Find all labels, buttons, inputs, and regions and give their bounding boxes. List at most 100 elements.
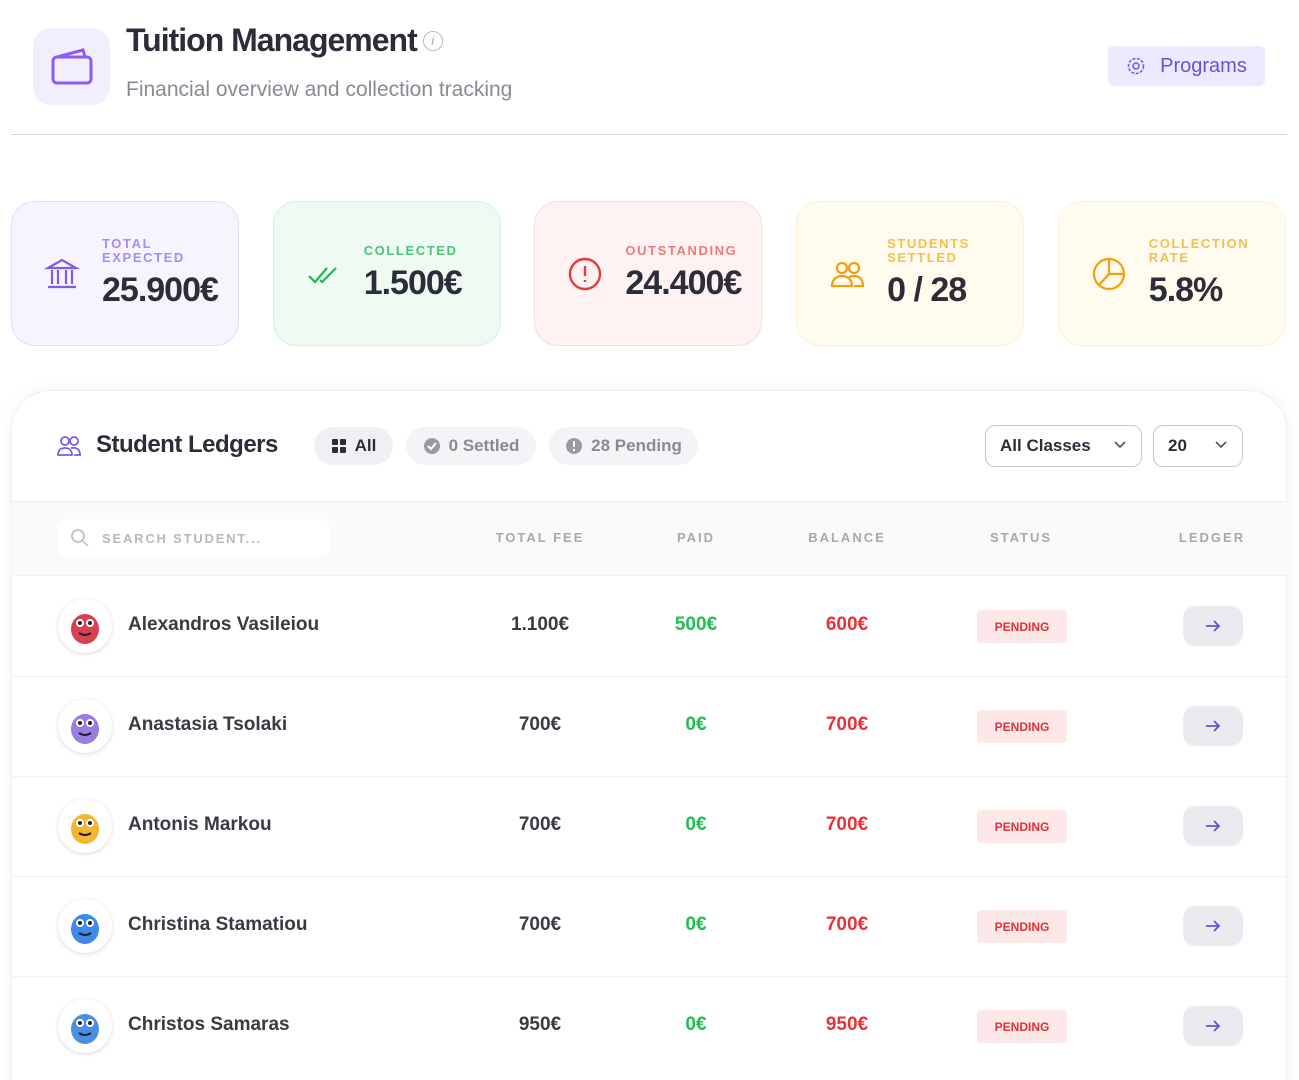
student-avatar	[58, 599, 112, 653]
student-name: Christos Samaras	[128, 1014, 290, 1035]
filter-label: 28 Pending	[591, 436, 682, 455]
cell-balance: 600€	[825, 614, 869, 635]
status-label: PENDING	[994, 1019, 1050, 1034]
student-avatar	[58, 999, 112, 1053]
student-avatar	[58, 699, 112, 753]
chevron	[1113, 437, 1127, 455]
status-badge: PENDING	[977, 910, 1067, 943]
student-name: Anastasia Tsolaki	[128, 714, 288, 735]
cell-paid: 0€	[685, 1014, 707, 1035]
programs-button[interactable]: Programs	[1108, 46, 1265, 86]
cell-total-fee: 700€	[518, 714, 562, 735]
stat-icon	[827, 256, 867, 292]
stat-label: OUTSTANDING	[625, 243, 738, 258]
select-dropdown[interactable]: 20	[1153, 425, 1243, 467]
row-divider	[12, 676, 1288, 677]
stat-card: COLLECTION RATE 5.8%	[1057, 201, 1286, 346]
status-label: PENDING	[994, 919, 1050, 934]
ledger-title: Student Ledgers	[96, 431, 278, 458]
stat-text: COLLECTION RATE 5.8%	[1149, 237, 1254, 310]
header-icon	[33, 28, 110, 105]
stat-icon	[304, 256, 344, 292]
row-divider	[12, 976, 1288, 977]
stat-card: TOTAL EXPECTED 25.900€	[11, 201, 239, 346]
status-label: PENDING	[994, 619, 1050, 634]
select-value: All Classes	[1000, 436, 1091, 455]
ledger-button[interactable]	[1183, 1006, 1243, 1046]
ledger-button[interactable]	[1183, 806, 1243, 846]
ledger-button[interactable]	[1183, 906, 1243, 946]
title-row: Tuition Management i	[126, 22, 443, 59]
stat-label: COLLECTED	[363, 243, 458, 258]
student-avatar	[58, 799, 112, 853]
status-badge: PENDING	[977, 710, 1067, 743]
stat-label: COLLECTION RATE	[1148, 236, 1250, 265]
filter-pill[interactable]: All	[314, 427, 393, 465]
column-header: PAID	[676, 530, 716, 545]
page-subtitle: Financial overview and collection tracki…	[126, 78, 513, 101]
page-title: Tuition Management	[126, 22, 418, 58]
stat-icon	[1089, 256, 1129, 292]
filter-label: All	[354, 436, 377, 455]
column-header: STATUS	[989, 530, 1053, 545]
select-value: 20	[1168, 436, 1187, 455]
programs-label: Programs	[1160, 54, 1247, 77]
column-header: LEDGER	[1178, 530, 1246, 545]
filter-pill[interactable]: 0 Settled	[406, 427, 536, 465]
stat-icon	[565, 256, 605, 292]
cell-total-fee: 1.100€	[510, 614, 570, 635]
student-name: Alexandros Vasileiou	[128, 614, 320, 635]
stat-value: 25.900€	[102, 271, 219, 309]
info-icon: i	[422, 30, 443, 51]
row-divider	[12, 876, 1288, 877]
stat-text: COLLECTED 1.500€	[363, 243, 463, 303]
student-name: Christina Stamatiou	[128, 914, 308, 935]
stat-icon	[42, 256, 82, 292]
row-divider	[12, 776, 1288, 777]
stat-value: 24.400€	[625, 264, 742, 302]
cell-paid: 0€	[685, 914, 707, 935]
cell-paid: 0€	[685, 814, 707, 835]
stat-card: COLLECTED 1.500€	[272, 201, 501, 346]
stat-text: OUTSTANDING 24.400€	[625, 243, 742, 303]
cell-total-fee: 700€	[518, 814, 562, 835]
filter-label: 0 Settled	[448, 436, 520, 455]
select-dropdown[interactable]: All Classes	[985, 425, 1142, 467]
stat-card: STUDENTS SETTLED 0 / 28	[796, 201, 1025, 346]
cell-total-fee: 950€	[518, 1014, 562, 1035]
column-header: TOTAL FEE	[495, 530, 585, 545]
student-name: Antonis Markou	[128, 814, 272, 835]
status-badge: PENDING	[977, 1010, 1067, 1043]
stat-label: TOTAL EXPECTED	[102, 236, 185, 265]
cell-paid: 500€	[674, 614, 718, 635]
ledger-icon	[56, 434, 82, 463]
filter-pill[interactable]: 28 Pending	[549, 427, 698, 465]
stat-value: 0 / 28	[887, 271, 967, 309]
ledger-panel: Student Ledgers All 0 Settled 28 Pending All…	[11, 390, 1288, 1080]
status-badge: PENDING	[977, 810, 1067, 843]
cell-balance: 950€	[825, 1014, 869, 1035]
cell-total-fee: 700€	[518, 914, 562, 935]
stat-text: TOTAL EXPECTED 25.900€	[102, 236, 219, 310]
status-label: PENDING	[994, 819, 1050, 834]
status-label: PENDING	[994, 719, 1050, 734]
cell-balance: 700€	[825, 814, 869, 835]
cell-balance: 700€	[825, 914, 869, 935]
column-header: BALANCE	[808, 530, 886, 545]
header-divider	[11, 134, 1287, 135]
cell-balance: 700€	[825, 714, 869, 735]
status-badge: PENDING	[977, 610, 1067, 643]
stat-text: STUDENTS SETTLED 0 / 28	[887, 237, 992, 310]
ledger-button[interactable]	[1183, 706, 1243, 746]
ledger-button[interactable]	[1183, 606, 1243, 646]
search-placeholder: SEARCH STUDENT...	[102, 530, 262, 546]
student-avatar	[58, 899, 112, 953]
chevron	[1214, 437, 1228, 455]
stat-value: 1.500€	[363, 264, 463, 302]
stat-label: STUDENTS SETTLED	[887, 236, 970, 265]
search-input[interactable]: SEARCH STUDENT...	[58, 519, 330, 557]
stat-value: 5.8%	[1148, 271, 1224, 309]
stat-card: OUTSTANDING 24.400€	[534, 201, 763, 346]
cell-paid: 0€	[685, 714, 707, 735]
